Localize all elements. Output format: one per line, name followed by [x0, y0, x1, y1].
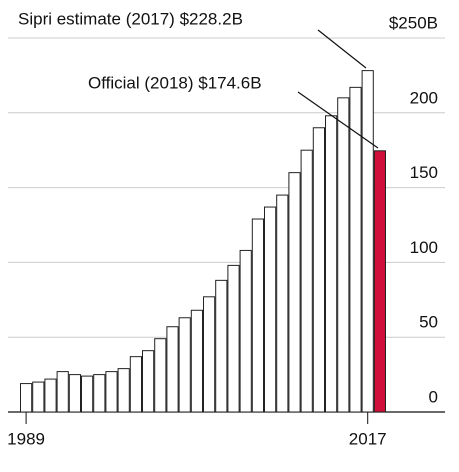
- bar: [154, 338, 167, 413]
- bar: [32, 381, 45, 413]
- bar: [264, 206, 277, 413]
- bar: [325, 115, 338, 413]
- annotation: Sipri estimate (2017) $228.2B: [18, 9, 243, 28]
- y-tick-label: 150: [410, 163, 438, 182]
- bar: [288, 172, 301, 413]
- y-tick-label: $250B: [389, 13, 438, 32]
- bar: [215, 279, 228, 413]
- bar: [20, 383, 33, 413]
- bar: [178, 317, 191, 413]
- bar: [203, 296, 216, 413]
- bar: [227, 264, 240, 413]
- y-tick-label: 100: [410, 238, 438, 257]
- y-tick-label: 50: [419, 313, 438, 332]
- bar: [68, 374, 82, 413]
- x-tick-label: 1989: [7, 429, 45, 448]
- bar: [105, 371, 118, 413]
- bar: [300, 149, 313, 413]
- bar: [239, 249, 252, 413]
- bar: [129, 356, 143, 413]
- bar: [81, 375, 94, 413]
- bar: [44, 378, 57, 413]
- bar: [142, 350, 155, 413]
- bar: [276, 194, 289, 413]
- bar: [312, 127, 325, 413]
- bar: [361, 70, 374, 413]
- bar: [166, 326, 179, 413]
- bar: [349, 86, 362, 413]
- bar: [56, 371, 69, 413]
- x-tick-label: 2017: [349, 429, 387, 448]
- bar: [251, 218, 265, 413]
- bar: [93, 374, 106, 413]
- y-tick-label: 200: [410, 88, 438, 107]
- y-tick-label: 0: [429, 387, 438, 406]
- bars: [20, 70, 386, 413]
- bar: [373, 150, 386, 413]
- bar: [190, 309, 204, 413]
- bar: [337, 97, 350, 413]
- bar: [117, 368, 130, 413]
- annotation-leader: [317, 29, 367, 69]
- annotation: Official (2018) $174.6B: [88, 73, 262, 92]
- annotation-leader: [297, 91, 379, 149]
